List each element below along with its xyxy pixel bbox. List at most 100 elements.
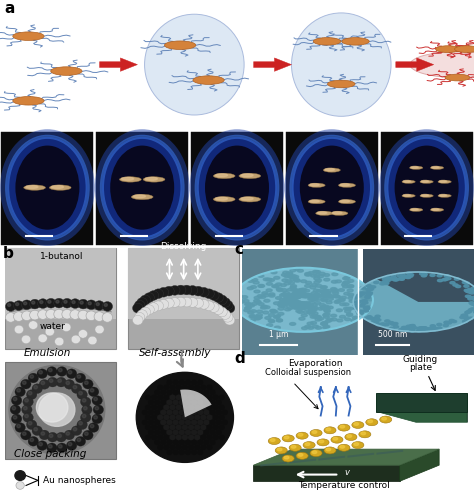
Circle shape (310, 322, 317, 324)
Circle shape (465, 311, 470, 314)
Circle shape (402, 180, 415, 183)
Circle shape (277, 448, 282, 451)
Circle shape (140, 307, 151, 317)
Circle shape (163, 424, 170, 430)
Circle shape (185, 439, 191, 445)
Circle shape (354, 316, 360, 319)
Circle shape (294, 296, 301, 299)
Circle shape (170, 286, 180, 295)
Circle shape (173, 439, 179, 445)
Circle shape (270, 310, 276, 313)
Circle shape (247, 287, 253, 290)
Circle shape (164, 286, 174, 296)
Circle shape (22, 311, 32, 321)
Circle shape (173, 390, 179, 395)
Circle shape (281, 293, 287, 296)
Circle shape (305, 273, 311, 276)
Circle shape (308, 183, 325, 187)
Circle shape (276, 319, 283, 322)
Circle shape (212, 424, 219, 430)
Circle shape (292, 305, 299, 308)
Circle shape (258, 285, 264, 287)
Circle shape (306, 281, 311, 284)
Circle shape (291, 288, 297, 291)
Circle shape (393, 278, 398, 280)
Circle shape (209, 303, 219, 313)
Circle shape (339, 316, 346, 318)
Circle shape (254, 299, 260, 302)
Circle shape (344, 276, 350, 279)
Circle shape (367, 293, 372, 295)
Circle shape (212, 405, 219, 410)
Circle shape (56, 300, 59, 303)
Circle shape (362, 286, 368, 289)
Circle shape (363, 302, 368, 304)
Circle shape (37, 369, 47, 379)
Circle shape (274, 276, 280, 279)
Circle shape (356, 294, 363, 297)
Circle shape (369, 317, 374, 320)
Circle shape (335, 280, 341, 283)
Circle shape (357, 312, 363, 315)
Circle shape (241, 174, 253, 177)
Ellipse shape (300, 146, 364, 230)
Circle shape (333, 212, 342, 214)
Circle shape (66, 432, 70, 435)
Circle shape (389, 322, 394, 324)
Circle shape (314, 315, 319, 318)
Circle shape (282, 435, 294, 442)
Circle shape (40, 301, 43, 304)
Circle shape (182, 385, 188, 390)
Circle shape (250, 315, 256, 318)
Circle shape (275, 447, 287, 454)
Circle shape (270, 309, 276, 312)
Circle shape (304, 289, 310, 292)
Circle shape (194, 395, 200, 400)
Circle shape (203, 410, 210, 415)
Circle shape (338, 289, 345, 291)
Circle shape (148, 303, 159, 313)
Circle shape (331, 211, 348, 215)
Circle shape (28, 421, 32, 425)
Circle shape (308, 298, 314, 301)
Circle shape (17, 424, 20, 428)
Circle shape (295, 295, 301, 298)
Circle shape (216, 429, 222, 435)
Circle shape (301, 302, 308, 305)
Circle shape (312, 431, 317, 433)
Circle shape (430, 274, 435, 276)
Circle shape (86, 300, 97, 310)
Circle shape (393, 323, 398, 325)
Circle shape (289, 303, 295, 306)
Circle shape (328, 298, 333, 300)
Circle shape (200, 385, 207, 390)
Circle shape (73, 427, 77, 431)
Circle shape (344, 281, 350, 284)
Ellipse shape (394, 146, 459, 230)
Circle shape (421, 194, 428, 196)
Circle shape (119, 177, 141, 182)
Circle shape (471, 303, 474, 305)
FancyBboxPatch shape (96, 132, 188, 245)
Circle shape (191, 449, 197, 455)
Circle shape (284, 296, 291, 299)
Circle shape (340, 445, 345, 448)
Circle shape (422, 273, 427, 276)
Circle shape (304, 295, 310, 298)
Circle shape (357, 294, 362, 297)
Circle shape (287, 301, 293, 304)
Circle shape (207, 414, 212, 420)
Circle shape (454, 278, 459, 280)
Circle shape (302, 305, 309, 308)
Circle shape (278, 313, 284, 315)
Circle shape (283, 291, 289, 294)
Circle shape (339, 299, 345, 302)
Circle shape (360, 296, 366, 298)
Circle shape (255, 316, 262, 319)
Circle shape (86, 311, 97, 321)
Circle shape (301, 280, 307, 283)
Circle shape (314, 274, 320, 277)
Circle shape (175, 385, 182, 390)
Circle shape (380, 416, 392, 423)
Circle shape (64, 300, 67, 303)
